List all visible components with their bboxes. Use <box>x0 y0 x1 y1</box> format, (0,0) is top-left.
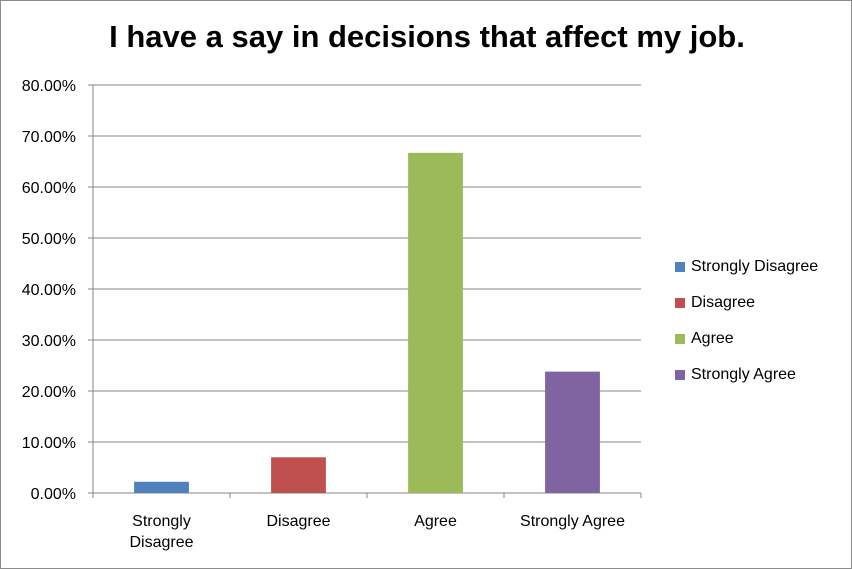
legend-item: Disagree <box>675 285 818 321</box>
chart-title: I have a say in decisions that affect my… <box>109 19 745 54</box>
x-tick-label: Strongly Agree <box>520 513 625 530</box>
y-tick-label: 20.00% <box>22 384 76 401</box>
bar <box>134 481 189 493</box>
x-tick-label: Disagree <box>129 534 193 551</box>
y-tick-label: 40.00% <box>22 282 76 299</box>
bar <box>271 457 326 493</box>
legend-swatch <box>675 370 685 380</box>
legend-label: Disagree <box>691 294 756 311</box>
y-tick-label: 0.00% <box>31 486 76 503</box>
y-tick-label: 70.00% <box>22 129 76 146</box>
legend-swatch <box>675 334 685 344</box>
legend-label: Strongly Agree <box>691 366 796 383</box>
y-tick-label: 60.00% <box>22 180 76 197</box>
legend-item: Strongly Disagree <box>675 249 818 285</box>
y-tick-label: 30.00% <box>22 333 76 350</box>
legend-label: Strongly Disagree <box>691 258 819 275</box>
y-tick-label: 50.00% <box>22 231 76 248</box>
legend-swatch <box>675 298 685 308</box>
bar <box>545 371 600 493</box>
legend-item: Strongly Agree <box>675 357 818 393</box>
y-tick-label: 10.00% <box>22 435 76 452</box>
legend-item: Agree <box>675 321 818 357</box>
x-tick-label: Strongly <box>132 513 191 530</box>
legend-label: Agree <box>691 330 734 347</box>
legend-swatch <box>675 262 685 272</box>
x-tick-label: Disagree <box>266 513 330 530</box>
x-tick-label: Agree <box>414 513 457 530</box>
bar <box>408 152 463 493</box>
y-tick-label: 80.00% <box>22 78 76 95</box>
legend: Strongly Disagree Disagree Agree Strongly A… <box>675 249 818 393</box>
